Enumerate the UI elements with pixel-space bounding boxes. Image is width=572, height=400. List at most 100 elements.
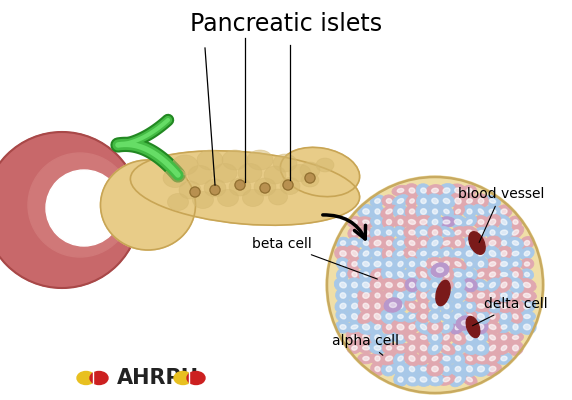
Ellipse shape (427, 215, 443, 229)
Ellipse shape (489, 219, 496, 225)
Ellipse shape (340, 251, 346, 256)
Ellipse shape (345, 322, 363, 332)
Ellipse shape (371, 216, 384, 228)
Ellipse shape (370, 330, 385, 344)
Circle shape (28, 153, 132, 257)
Ellipse shape (409, 294, 415, 298)
Ellipse shape (393, 361, 408, 377)
Ellipse shape (65, 144, 100, 172)
Ellipse shape (397, 324, 404, 330)
Ellipse shape (518, 278, 536, 292)
Ellipse shape (432, 304, 438, 308)
Ellipse shape (346, 331, 363, 344)
Ellipse shape (448, 215, 467, 229)
Ellipse shape (404, 226, 420, 239)
Ellipse shape (501, 356, 507, 361)
Ellipse shape (398, 272, 403, 277)
Ellipse shape (455, 324, 461, 330)
Ellipse shape (340, 314, 345, 319)
Ellipse shape (512, 251, 519, 256)
Ellipse shape (409, 377, 415, 382)
Ellipse shape (478, 356, 484, 361)
Ellipse shape (368, 257, 387, 271)
Ellipse shape (484, 206, 501, 218)
Ellipse shape (490, 314, 495, 319)
Ellipse shape (381, 332, 398, 343)
Ellipse shape (497, 331, 511, 344)
Ellipse shape (462, 237, 477, 249)
Ellipse shape (525, 272, 530, 277)
Ellipse shape (352, 314, 358, 320)
Ellipse shape (363, 324, 370, 330)
Ellipse shape (352, 230, 357, 235)
Ellipse shape (507, 237, 524, 249)
Ellipse shape (501, 219, 507, 225)
Ellipse shape (414, 215, 433, 229)
Ellipse shape (392, 185, 409, 196)
Ellipse shape (406, 195, 418, 207)
Ellipse shape (472, 341, 490, 355)
Ellipse shape (405, 278, 419, 292)
Ellipse shape (352, 272, 357, 277)
Ellipse shape (101, 160, 196, 250)
Ellipse shape (454, 272, 462, 277)
Ellipse shape (335, 246, 351, 261)
Ellipse shape (316, 158, 334, 172)
Ellipse shape (461, 246, 478, 261)
Ellipse shape (382, 215, 396, 229)
Ellipse shape (444, 283, 449, 287)
Ellipse shape (478, 251, 484, 256)
Ellipse shape (478, 304, 484, 308)
Ellipse shape (394, 226, 407, 239)
Ellipse shape (525, 251, 530, 256)
Ellipse shape (370, 195, 385, 207)
Ellipse shape (463, 185, 476, 196)
Ellipse shape (409, 314, 415, 319)
Text: delta cell: delta cell (472, 297, 548, 326)
Ellipse shape (438, 194, 455, 208)
Ellipse shape (455, 377, 461, 382)
Ellipse shape (467, 272, 472, 277)
Ellipse shape (357, 257, 375, 271)
Ellipse shape (174, 372, 192, 384)
Ellipse shape (363, 303, 369, 309)
Ellipse shape (393, 288, 408, 303)
Ellipse shape (380, 352, 398, 365)
Ellipse shape (432, 252, 438, 256)
Ellipse shape (444, 325, 449, 329)
Ellipse shape (520, 236, 534, 250)
Ellipse shape (484, 236, 501, 250)
Ellipse shape (450, 372, 466, 387)
Ellipse shape (432, 366, 438, 372)
Ellipse shape (496, 205, 512, 218)
Ellipse shape (421, 314, 426, 319)
Ellipse shape (363, 272, 368, 277)
Ellipse shape (340, 293, 346, 298)
Ellipse shape (386, 199, 392, 203)
Ellipse shape (436, 268, 443, 272)
Ellipse shape (438, 226, 455, 239)
Ellipse shape (375, 220, 380, 224)
Ellipse shape (386, 366, 392, 372)
Ellipse shape (347, 309, 362, 324)
Ellipse shape (490, 282, 495, 288)
Ellipse shape (473, 227, 489, 238)
Ellipse shape (427, 320, 443, 334)
Ellipse shape (428, 330, 442, 345)
Ellipse shape (370, 225, 385, 240)
Ellipse shape (490, 293, 495, 298)
Ellipse shape (467, 209, 472, 214)
Ellipse shape (455, 346, 460, 350)
Ellipse shape (347, 342, 362, 354)
Ellipse shape (474, 268, 488, 281)
Ellipse shape (489, 262, 496, 266)
Ellipse shape (472, 353, 490, 364)
Ellipse shape (387, 230, 392, 235)
Ellipse shape (444, 294, 449, 298)
Ellipse shape (463, 205, 476, 218)
Ellipse shape (90, 372, 108, 384)
Ellipse shape (358, 204, 375, 219)
Ellipse shape (301, 173, 319, 187)
Ellipse shape (455, 356, 460, 361)
Ellipse shape (518, 298, 535, 314)
